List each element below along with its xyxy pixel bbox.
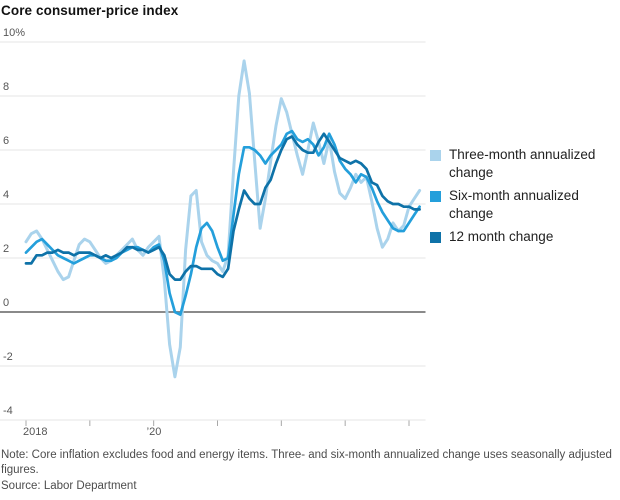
legend-label: 12 month change [449, 229, 554, 245]
legend-item: Three-month annualized change [430, 146, 616, 181]
y-axis-label: 6 [3, 135, 10, 147]
series-line-twelve-month [24, 132, 421, 281]
legend-item: Six-month annualized change [430, 187, 616, 222]
series-line-three-month [24, 59, 422, 379]
y-axis-label: 2 [3, 243, 10, 255]
legend-item: 12 month change [430, 228, 616, 246]
x-axis-label: ’20 [146, 426, 162, 438]
chart-footer: Note: Core inflation excludes food and e… [1, 448, 613, 495]
page-title: Core consumer-price index [1, 3, 179, 18]
y-axis-label: 8 [3, 81, 10, 93]
legend-label: Three-month annualized change [449, 147, 596, 180]
legend-swatch-icon [430, 232, 441, 244]
legend-swatch-icon [430, 191, 441, 203]
y-axis-label: 4 [3, 189, 10, 201]
legend-label: Six-month annualized change [449, 188, 579, 221]
y-axis-label: -4 [3, 405, 13, 417]
chart-source: Source: Labor Department [1, 480, 137, 493]
chart-note: Note: Core inflation excludes food and e… [1, 449, 612, 477]
legend-swatch-icon [430, 150, 441, 161]
series-line-six-month [24, 129, 421, 317]
y-axis-label: 10% [3, 27, 26, 39]
y-axis-label: -2 [3, 351, 13, 363]
y-axis-label: 0 [3, 297, 10, 309]
x-axis-label: 2018 [23, 426, 48, 438]
legend: Three-month annualized change Six-month a… [430, 146, 616, 246]
